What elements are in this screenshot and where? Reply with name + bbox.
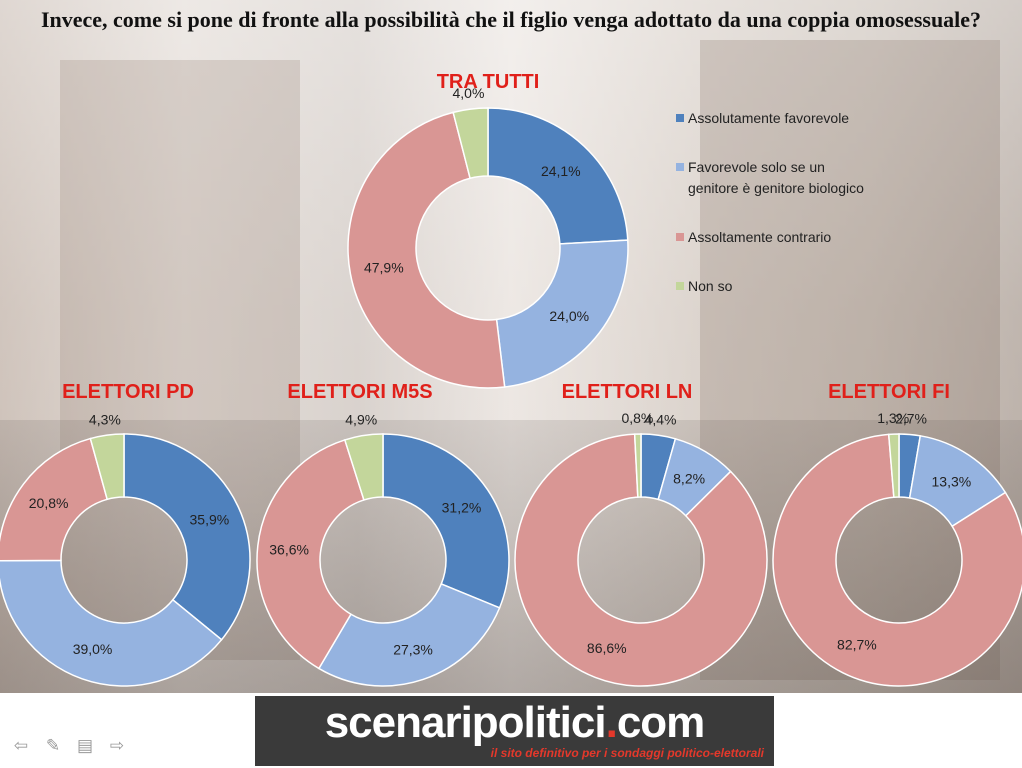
brand-dot: . xyxy=(605,698,618,747)
data-label: 35,9% xyxy=(190,511,230,527)
donut-slice xyxy=(452,107,489,180)
legend-swatch xyxy=(676,163,684,171)
data-label: 86,6% xyxy=(587,640,627,656)
arrow-right-icon[interactable]: ⇨ xyxy=(109,736,125,755)
donut-slice xyxy=(495,239,629,388)
data-label: 82,7% xyxy=(837,637,877,653)
chart-title: TRA TUTTI xyxy=(437,71,540,93)
legend-item: Non so xyxy=(676,276,876,297)
menu-icon[interactable]: ▤ xyxy=(76,736,94,755)
brand-logo: scenaripolitici.com xyxy=(255,698,774,748)
data-label: 0,8% xyxy=(621,410,653,426)
donut-slice xyxy=(0,437,109,562)
data-label: 1,3% xyxy=(877,410,909,426)
legend-item: Assolutamente favorevole xyxy=(676,108,876,129)
chart-title: ELETTORI PD xyxy=(62,381,194,403)
data-label: 4,0% xyxy=(452,85,484,101)
data-label: 4,3% xyxy=(89,411,121,427)
data-label: 4,9% xyxy=(345,412,377,428)
data-label: 4,4% xyxy=(645,411,677,427)
legend-swatch xyxy=(676,114,684,122)
legend-label: Non so xyxy=(688,278,733,294)
donut-slice xyxy=(343,433,384,501)
brand-main: scenaripolitici xyxy=(324,698,607,747)
donut-slice xyxy=(382,433,510,609)
legend-item: Favorevole solo se un genitore è genitor… xyxy=(676,157,876,199)
donut-slice xyxy=(487,107,629,245)
data-label: 20,8% xyxy=(29,495,69,511)
legend-label: Assolutamente favorevole xyxy=(688,110,850,126)
page-title: Invece, come si pone di fronte alla poss… xyxy=(40,7,982,32)
chart-title: ELETTORI FI xyxy=(828,381,950,403)
brand-banner[interactable]: scenaripolitici.com il sito definitivo p… xyxy=(255,696,774,766)
legend-label: Assoltamente contrario xyxy=(688,229,832,245)
data-label: 36,6% xyxy=(269,541,309,557)
data-label: 8,2% xyxy=(673,471,705,487)
chart-title: ELETTORI M5S xyxy=(287,381,432,403)
brand-tld: com xyxy=(616,698,705,747)
data-label: 39,0% xyxy=(73,641,113,657)
brand-tagline: il sito definitivo per i sondaggi politi… xyxy=(490,746,764,760)
donut-slice xyxy=(0,559,223,687)
data-label: 24,0% xyxy=(549,308,589,324)
chart-title: ELETTORI LN xyxy=(562,381,693,403)
donut-slice xyxy=(347,111,506,389)
slide-nav: ⇦ ✎ ▤ ⇨ xyxy=(10,736,138,758)
donut-slice xyxy=(514,433,768,687)
donut-charts: 24,1% 24,0% 47,9% 4,0%TRA TUTTI 35,9% 39,0% 20… xyxy=(0,71,1022,687)
legend: Assolutamente favorevole Favorevole solo… xyxy=(676,108,876,325)
donut-slice xyxy=(887,433,900,499)
donut-slice xyxy=(317,582,501,687)
data-label: 31,2% xyxy=(442,499,482,515)
donut-slice xyxy=(633,433,642,498)
donut-slice xyxy=(772,433,1022,687)
legend-item: Assoltamente contrario xyxy=(676,227,876,248)
arrow-left-icon[interactable]: ⇦ xyxy=(13,736,29,755)
pen-icon[interactable]: ✎ xyxy=(45,736,61,755)
data-label: 24,1% xyxy=(541,163,581,179)
legend-label: Favorevole solo se un genitore è genitor… xyxy=(688,159,864,196)
legend-swatch xyxy=(676,282,684,290)
data-label: 13,3% xyxy=(932,473,972,489)
data-label: 47,9% xyxy=(364,260,404,276)
data-label: 27,3% xyxy=(393,642,433,658)
donut-slice xyxy=(256,438,365,670)
donut-slice xyxy=(123,433,251,641)
data-label: 2,7% xyxy=(895,411,927,427)
legend-swatch xyxy=(676,233,684,241)
donut-slice xyxy=(89,433,125,501)
